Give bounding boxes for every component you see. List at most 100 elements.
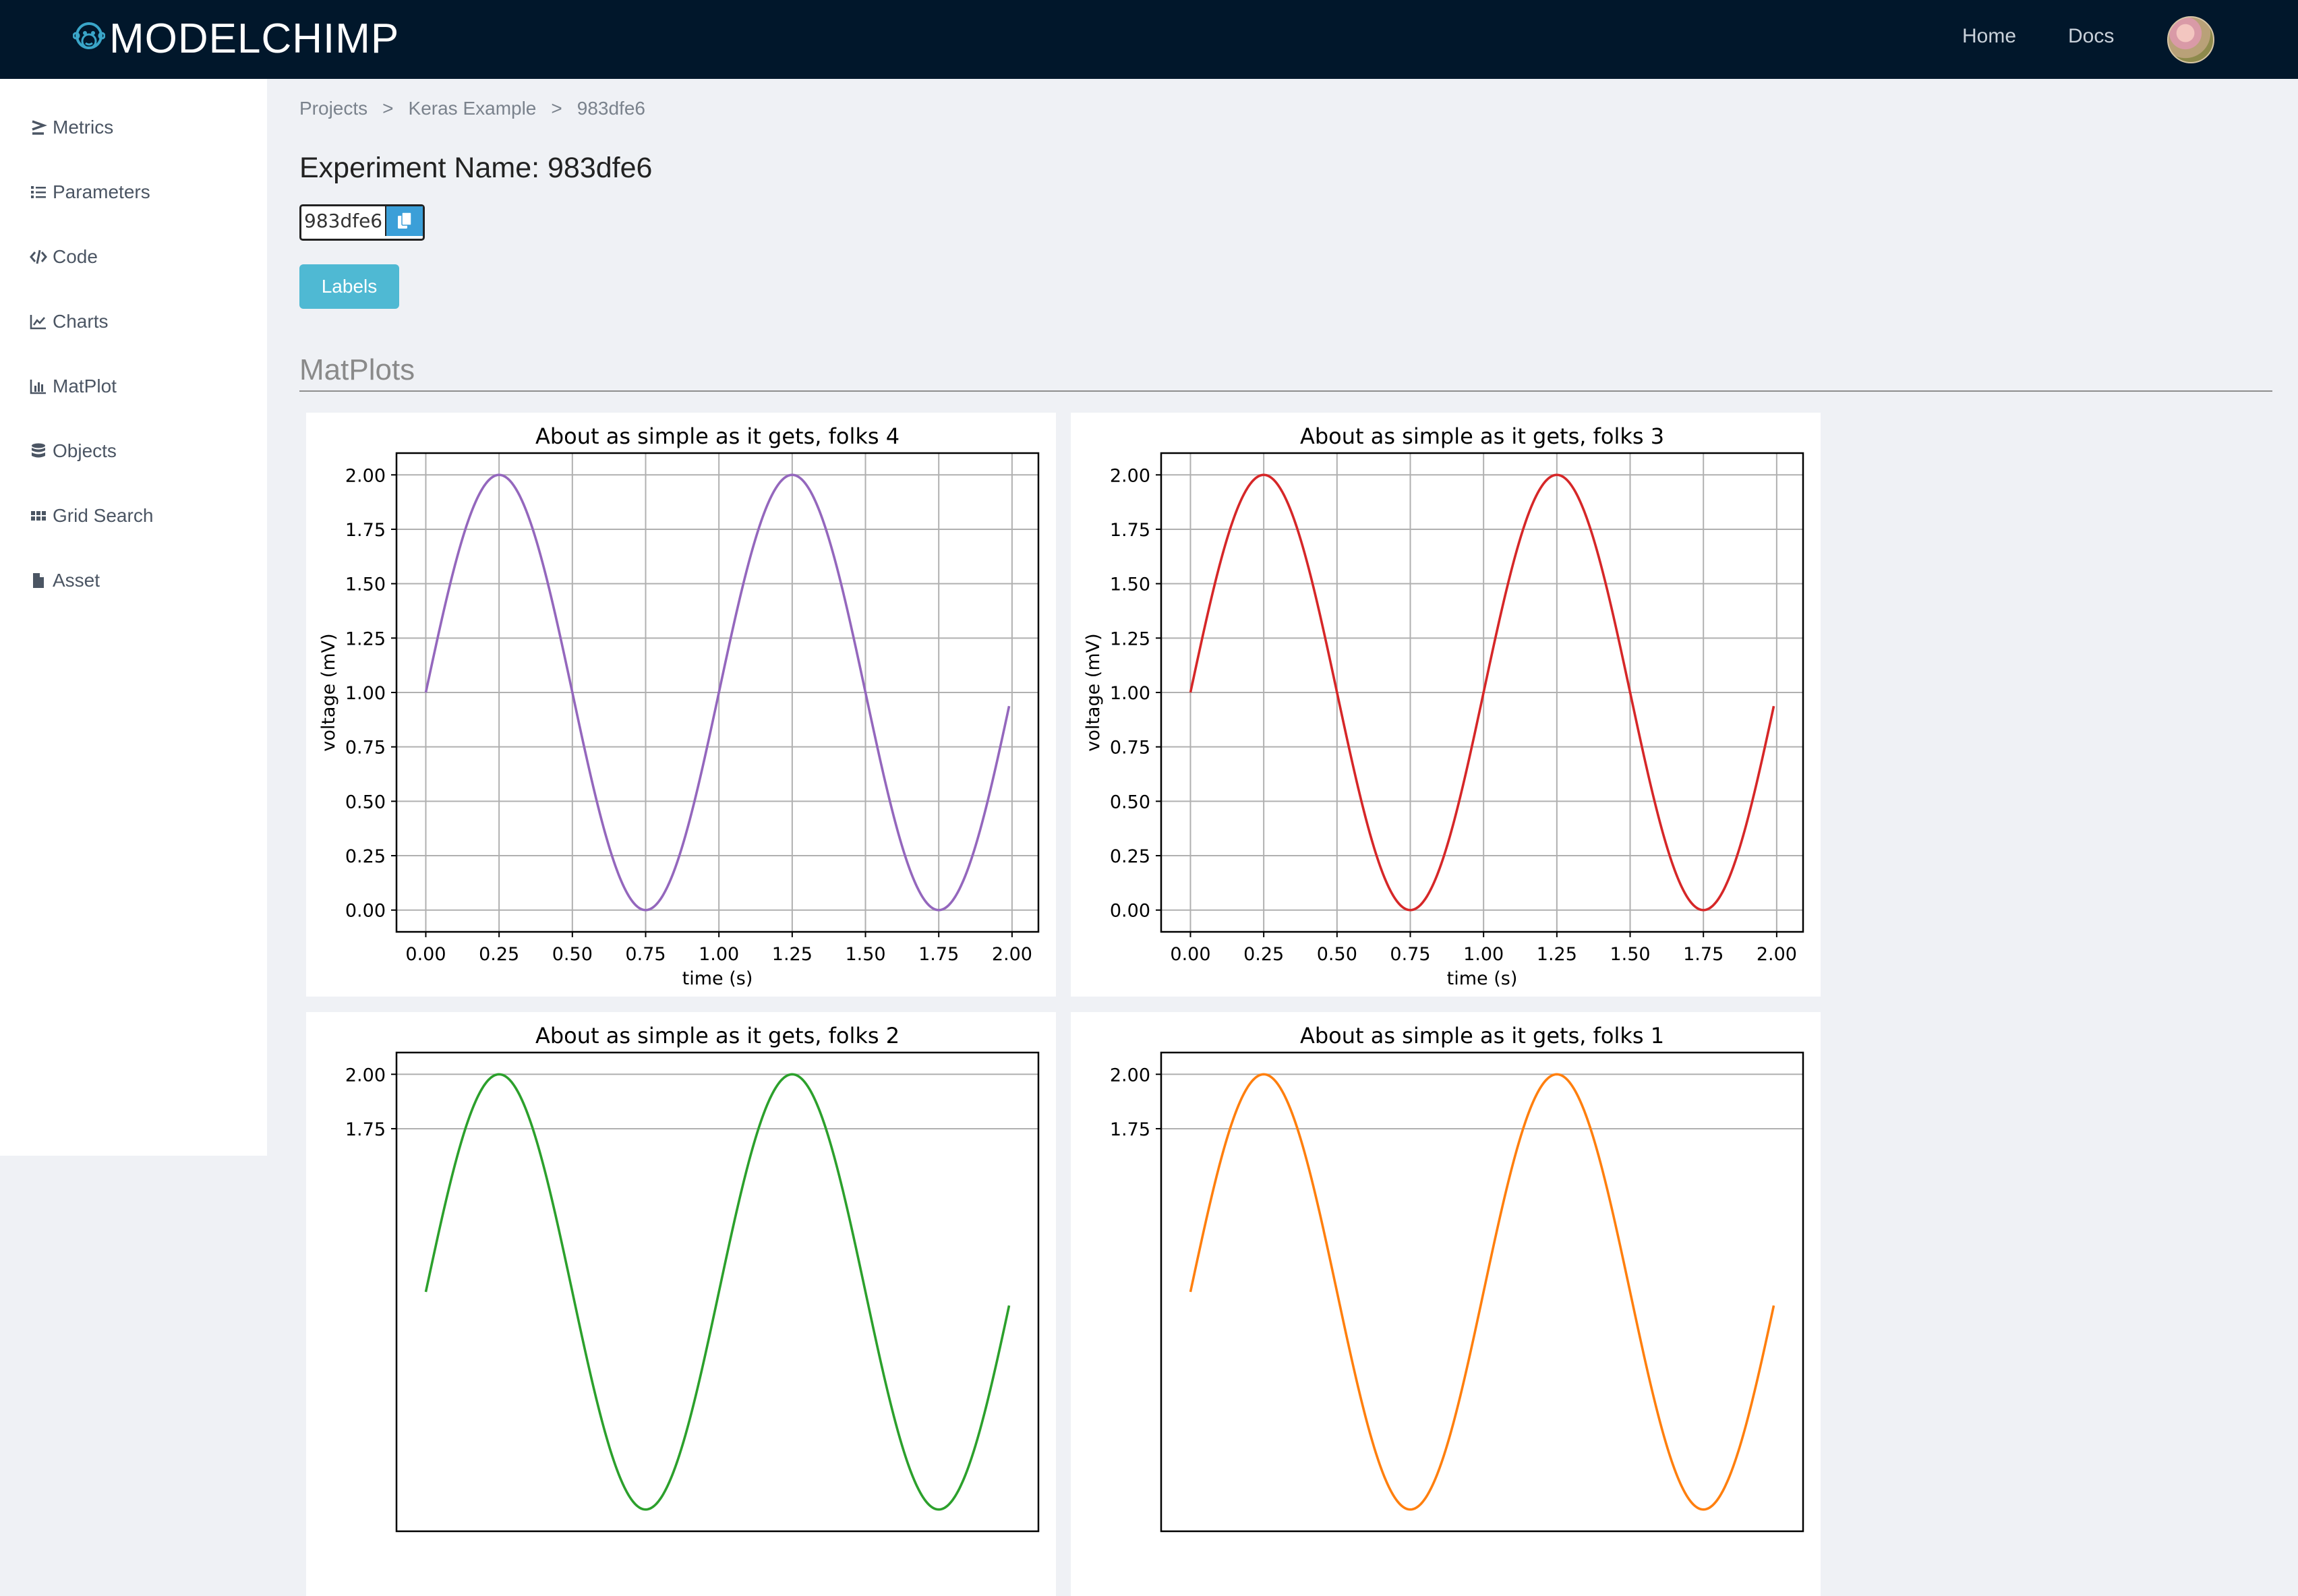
brand-logo[interactable]: MODELCHIMP (73, 15, 399, 63)
x-tick-label: 0.00 (405, 944, 446, 965)
matplot-card-3: About as simple as it gets, folks 2 1.75 2… (306, 1012, 1056, 1596)
y-tick-label: 1.75 (1110, 520, 1150, 541)
plot-frame (396, 1053, 1038, 1531)
copy-icon (396, 211, 413, 231)
sidebar-item-matplot[interactable]: MatPlot (28, 372, 117, 401)
labels-button[interactable]: Labels (299, 264, 399, 309)
section-title-matplots: MatPlots (299, 351, 415, 389)
sidebar-item-label: Metrics (53, 117, 113, 138)
breadcrumb-current: 983dfe6 (577, 98, 645, 119)
x-tick-label: 1.00 (1463, 944, 1504, 965)
y-tick-label: 2.00 (1110, 465, 1150, 486)
matplot-card-1: About as simple as it gets, folks 4 0.00 0… (306, 413, 1056, 997)
breadcrumb-separator: > (551, 98, 562, 119)
x-tick-label: 0.00 (1170, 944, 1210, 965)
x-tick-label: 1.00 (699, 944, 739, 965)
x-tick-label: 1.25 (772, 944, 813, 965)
y-tick-label: 1.75 (345, 520, 386, 541)
database-icon (28, 441, 49, 461)
series-line (425, 1074, 1009, 1509)
y-tick-label: 2.00 (345, 465, 386, 486)
plot-frame (1161, 1053, 1803, 1531)
x-tick-label: 2.00 (1757, 944, 1797, 965)
x-tick-label: 0.75 (1390, 944, 1430, 965)
series-line (1190, 1074, 1773, 1509)
sidebar-item-parameters[interactable]: Parameters (28, 177, 150, 207)
sidebar-item-code[interactable]: Code (28, 242, 98, 272)
sidebar-item-label: Asset (53, 570, 100, 591)
x-tick-label: 1.50 (1610, 944, 1650, 965)
y-tick-label: 0.00 (345, 901, 386, 922)
x-axis-label: time (s) (682, 968, 753, 989)
sidebar-item-objects[interactable]: Objects (28, 436, 117, 466)
bar-chart-icon (28, 376, 49, 396)
experiment-id-text[interactable]: 983dfe6 (301, 206, 385, 239)
matplot-chart: About as simple as it gets, folks 2 1.75 2… (306, 1012, 1056, 1596)
y-axis-label: voltage (mV) (1083, 633, 1104, 751)
sidebar-item-label: Parameters (53, 181, 150, 203)
x-tick-label: 0.50 (1317, 944, 1357, 965)
sidebar-item-asset[interactable]: Asset (28, 566, 100, 595)
y-tick-label: 2.00 (345, 1065, 386, 1086)
line-chart-icon (28, 312, 49, 332)
y-tick-label: 2.00 (1110, 1065, 1150, 1086)
sidebar-item-label: Code (53, 246, 98, 268)
main-content: Projects > Keras Example >983dfe6 Experimen… (267, 79, 2298, 1156)
chart-title: About as simple as it gets, folks 1 (1300, 1023, 1664, 1048)
sidebar-item-grid-search[interactable]: Grid Search (28, 501, 153, 531)
sidebar-item-label: Charts (53, 311, 108, 332)
nav-docs-link[interactable]: Docs (2068, 23, 2114, 50)
y-tick-label: 0.25 (1110, 846, 1150, 867)
y-tick-label: 0.75 (1110, 738, 1150, 759)
experiment-id-box: 983dfe6 (299, 204, 425, 241)
matplot-card-2: About as simple as it gets, folks 3 0.00 0… (1071, 413, 1821, 997)
code-icon (28, 247, 49, 267)
y-tick-label: 0.25 (345, 846, 386, 867)
greater-equal-icon (28, 117, 49, 138)
chart-title: About as simple as it gets, folks 4 (535, 423, 900, 449)
x-tick-label: 1.75 (918, 944, 959, 965)
x-tick-label: 0.75 (625, 944, 666, 965)
y-axis-label: voltage (mV) (318, 633, 339, 751)
x-tick-label: 2.00 (992, 944, 1032, 965)
section-divider (299, 390, 2272, 392)
y-tick-label: 0.50 (1110, 792, 1150, 812)
matplot-chart: About as simple as it gets, folks 4 0.00 0… (306, 413, 1056, 997)
y-tick-label: 1.00 (345, 683, 386, 704)
y-tick-label: 1.00 (1110, 683, 1150, 704)
y-tick-label: 1.75 (345, 1119, 386, 1140)
sidebar-item-label: MatPlot (53, 376, 117, 397)
y-tick-label: 1.50 (1110, 574, 1150, 595)
nav-home-link[interactable]: Home (1962, 23, 2016, 50)
y-tick-label: 1.25 (1110, 628, 1150, 649)
sidebar-item-metrics[interactable]: Metrics (28, 113, 113, 142)
x-tick-label: 0.25 (1243, 944, 1284, 965)
y-tick-label: 1.50 (345, 574, 386, 595)
matplot-chart: About as simple as it gets, folks 3 0.00 0… (1071, 413, 1821, 997)
sidebar: Metrics Parameters Code Charts MatPlot O… (0, 79, 267, 1156)
breadcrumb-projects[interactable]: Projects (299, 98, 367, 119)
brand-name: MODELCHIMP (109, 15, 399, 63)
chart-title: About as simple as it gets, folks 2 (535, 1023, 900, 1048)
user-avatar[interactable] (2167, 16, 2214, 63)
file-icon (28, 570, 49, 591)
page-title: Experiment Name: 983dfe6 (299, 149, 652, 187)
list-icon (28, 182, 49, 202)
y-tick-label: 1.25 (345, 628, 386, 649)
y-tick-label: 0.50 (345, 792, 386, 812)
top-navbar: MODELCHIMP Home Docs (0, 0, 2298, 79)
x-tick-label: 1.75 (1683, 944, 1724, 965)
matplot-chart: About as simple as it gets, folks 11.752… (1071, 1012, 1821, 1596)
breadcrumb-keras-example[interactable]: Keras Example (409, 98, 537, 119)
breadcrumb: Projects > Keras Example >983dfe6 (299, 95, 645, 122)
sidebar-item-label: Grid Search (53, 505, 153, 527)
y-tick-label: 0.00 (1110, 901, 1150, 922)
breadcrumb-separator: > (382, 98, 393, 119)
x-tick-label: 0.25 (479, 944, 519, 965)
x-tick-label: 1.50 (845, 944, 885, 965)
x-tick-label: 0.50 (552, 944, 593, 965)
chart-title: About as simple as it gets, folks 3 (1300, 423, 1664, 449)
copy-id-button[interactable] (385, 206, 423, 236)
sidebar-item-charts[interactable]: Charts (28, 307, 108, 336)
